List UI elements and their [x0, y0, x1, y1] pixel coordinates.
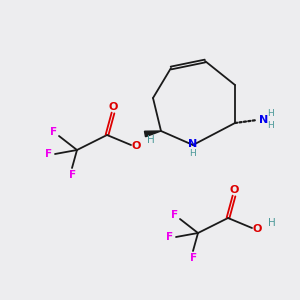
Text: F: F: [50, 127, 58, 137]
Text: O: O: [131, 141, 141, 151]
Text: F: F: [190, 253, 198, 263]
Text: F: F: [69, 170, 76, 180]
Text: H: H: [268, 121, 274, 130]
Text: F: F: [45, 149, 52, 159]
Text: F: F: [167, 232, 174, 242]
Text: O: O: [108, 102, 118, 112]
Polygon shape: [145, 131, 161, 137]
Text: H: H: [190, 148, 196, 158]
Text: O: O: [252, 224, 262, 234]
Text: N: N: [260, 115, 268, 125]
Text: H: H: [147, 135, 155, 145]
Text: H: H: [268, 218, 276, 228]
Text: H: H: [268, 109, 274, 118]
Text: O: O: [229, 185, 239, 195]
Text: F: F: [171, 210, 178, 220]
Text: N: N: [188, 139, 198, 149]
